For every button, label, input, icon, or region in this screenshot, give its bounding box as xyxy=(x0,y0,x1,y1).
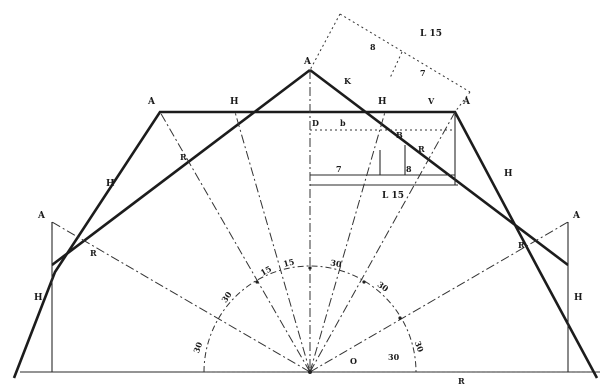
label-apex: A xyxy=(303,57,312,67)
label-angle-30-left-low: 30 xyxy=(191,340,204,354)
label-angle-30-right-b: 30 xyxy=(376,279,391,294)
label-seven-mid: 7 xyxy=(336,164,342,174)
label-r-right-diag: R xyxy=(418,144,425,154)
roof-line-right xyxy=(309,68,569,267)
protractor-arc xyxy=(203,265,417,373)
radial-line-3 xyxy=(234,111,311,373)
label-h-low-right: H xyxy=(574,293,583,303)
label-l15-mid: L 15 xyxy=(382,191,404,201)
radial-line-4 xyxy=(309,111,456,373)
label-r-left: R xyxy=(90,248,97,258)
label-angle-30-left: 30 xyxy=(219,289,234,304)
label-left-side: A xyxy=(37,211,46,221)
arc-upper-right-point xyxy=(362,280,366,284)
label-r-left-diag: R xyxy=(180,152,187,162)
label-k-mid: K xyxy=(344,76,352,86)
label-seven-top: 7 xyxy=(420,68,426,78)
outline-polygon xyxy=(12,110,599,379)
label-h-low-left: H xyxy=(34,293,43,303)
label-left-corner: A xyxy=(147,97,156,107)
radial-line-5 xyxy=(309,221,569,373)
label-r-bottom: R xyxy=(458,376,465,386)
label-angle-30-right: 30 xyxy=(330,257,343,269)
dimension-line-right xyxy=(454,91,471,113)
label-angle-15-b: 15 xyxy=(282,256,295,269)
label-v-top: V xyxy=(427,96,435,106)
label-h-upper-left: H xyxy=(230,97,239,107)
label-b-top: b xyxy=(340,118,346,128)
dimension-line-top xyxy=(339,13,471,93)
center-point xyxy=(308,370,312,374)
arc-top-point xyxy=(308,266,312,270)
label-h-upper-right: H xyxy=(378,97,387,107)
radial-line-2 xyxy=(159,111,311,373)
label-angle-15-a: 15 xyxy=(259,264,274,278)
dimension-tick xyxy=(389,51,403,79)
label-angle-30-bottom: 30 xyxy=(388,352,400,362)
roof-line-left xyxy=(51,68,311,267)
label-right-corner: A xyxy=(462,97,471,107)
label-r-right: R xyxy=(518,240,525,250)
label-h-mid-right: H xyxy=(504,169,513,179)
label-right-side: A xyxy=(572,211,581,221)
arc-right-point xyxy=(398,316,402,320)
label-h-mid-left: H xyxy=(106,179,115,189)
label-l15-top: L 15 xyxy=(420,29,442,39)
radial-line-6 xyxy=(309,111,386,373)
label-d-top: D xyxy=(312,118,319,128)
label-angle-30-right-low: 30 xyxy=(413,340,426,354)
label-b-low: B xyxy=(396,130,403,140)
dimension-line-left xyxy=(309,13,341,71)
label-eight-mid: 8 xyxy=(406,164,412,174)
arc-upper-left-point xyxy=(255,280,259,284)
label-o-center: O xyxy=(350,356,357,366)
label-eight-top: 8 xyxy=(370,42,376,52)
radial-line-1 xyxy=(51,221,311,373)
